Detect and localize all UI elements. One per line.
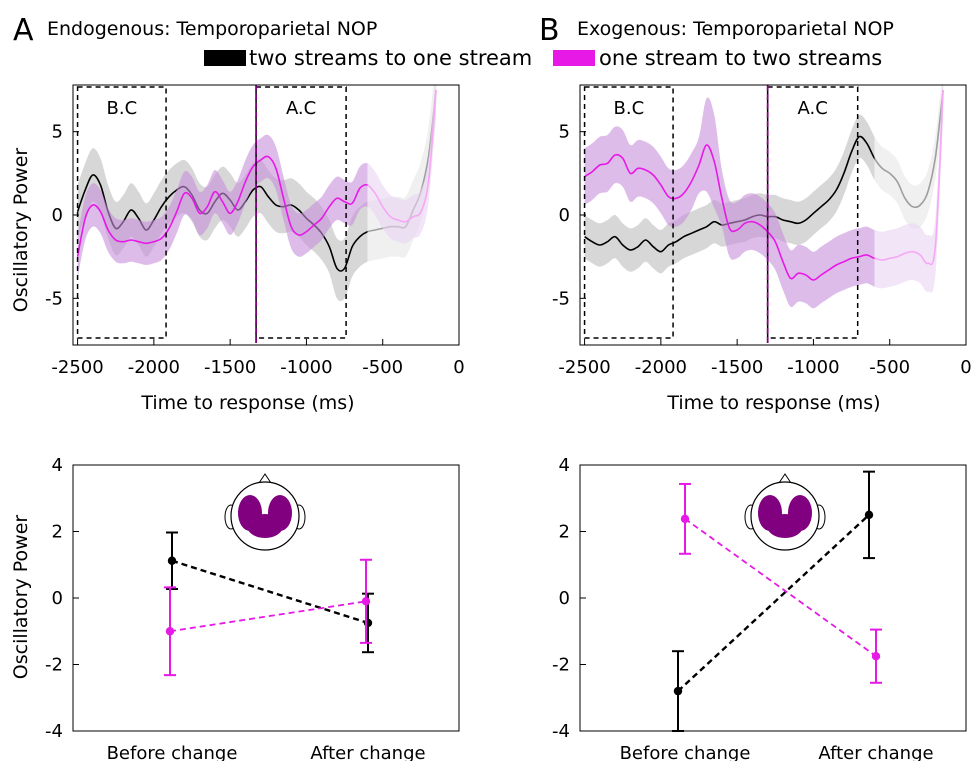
point-magenta <box>361 597 371 606</box>
category-label: After change <box>818 743 933 761</box>
condition-line-black <box>677 513 870 692</box>
y-tick-label: -5 <box>45 288 63 309</box>
faded-region <box>367 85 459 345</box>
point-magenta <box>871 651 881 661</box>
x-axis-label-top-a: Time to response (ms) <box>140 392 354 414</box>
condition-plot-a: -4 -2 0 2 4 Before change After change <box>45 455 460 761</box>
y-tick-label: 5 <box>559 122 570 143</box>
category-label: Before change <box>620 743 751 761</box>
y-tick-label: 2 <box>559 522 570 543</box>
x-tick-label: -1000 <box>787 357 839 378</box>
condition-line-black <box>171 559 369 625</box>
legend-label-magenta: one stream to two streams <box>599 46 882 70</box>
plot-area <box>584 85 966 345</box>
window-label-ac: A.C <box>798 98 828 119</box>
window-box-ac <box>255 86 347 339</box>
y-tick-label: 0 <box>52 205 63 226</box>
y-tick-label: 2 <box>52 522 63 543</box>
legend-swatch-black <box>204 50 246 66</box>
window-label-bc: B.C <box>107 98 138 119</box>
point-magenta <box>680 514 690 524</box>
point-black <box>673 686 683 696</box>
faded-region <box>874 85 966 345</box>
y-tick-label: 5 <box>52 122 63 143</box>
category-label: After change <box>310 743 425 761</box>
x-tick-label: -1500 <box>711 357 763 378</box>
legend-label-black: two streams to one stream <box>249 46 532 70</box>
timecourse-plot-a: B.C A.C -2500 -2000 -1500 -1000 -500 0 -5 0 5 <box>45 84 465 378</box>
x-tick-label: -500 <box>362 357 403 378</box>
scalp-topography-icon <box>744 473 826 551</box>
x-tick-label: -2500 <box>51 357 103 378</box>
x-tick-label: -500 <box>869 357 910 378</box>
x-tick-label: -1500 <box>204 357 256 378</box>
x-axis-label-top-b: Time to response (ms) <box>666 392 880 414</box>
x-tick-label: -1000 <box>280 357 332 378</box>
window-label-ac: A.C <box>286 98 316 119</box>
y-tick-label: 4 <box>52 455 63 476</box>
x-tick-label: -2500 <box>558 357 610 378</box>
window-box-bc <box>76 86 167 339</box>
window-box-bc <box>583 86 674 339</box>
x-tick-label: -2000 <box>128 357 180 378</box>
y-tick-label: 0 <box>559 205 570 226</box>
panel-title-a: Endogenous: Temporoparietal NOP <box>47 18 377 40</box>
y-tick-label: -4 <box>552 721 570 742</box>
condition-line-magenta <box>169 600 367 633</box>
window-box-ac <box>766 86 859 339</box>
point-magenta <box>165 627 175 636</box>
x-tick-label: 0 <box>960 357 971 378</box>
window-label-bc: B.C <box>614 98 645 119</box>
category-label: Before change <box>107 743 238 761</box>
point-black <box>864 510 874 520</box>
y-tick-label: -2 <box>45 655 63 676</box>
y-tick-label: -4 <box>45 721 63 742</box>
condition-plot-b: -4 -2 0 2 4 Before change After change <box>552 455 967 761</box>
y-tick-label: 4 <box>559 455 570 476</box>
y-tick-label: 0 <box>52 588 63 609</box>
point-black <box>167 556 177 565</box>
x-tick-label: -2000 <box>635 357 687 378</box>
panel-title-b: Exogenous: Temporoparietal NOP <box>577 18 894 40</box>
y-tick-label: -5 <box>552 288 570 309</box>
y-tick-label: 0 <box>559 588 570 609</box>
y-axis-label-top-a: Oscillatory Power <box>10 148 32 313</box>
panel-letter-b: B <box>539 13 560 48</box>
y-axis-label-bottom-a: Oscillatory Power <box>10 515 32 680</box>
timecourse-plot-b: B.C A.C -2500 -2000 -1500 -1000 -500 0 -5 0 5 <box>552 84 971 378</box>
panel-letter-a: A <box>13 13 34 48</box>
error-band-magenta <box>584 85 944 309</box>
y-tick-label: -2 <box>552 655 570 676</box>
x-tick-label: 0 <box>453 357 464 378</box>
legend-swatch-magenta <box>553 50 595 66</box>
scalp-topography-icon <box>224 473 306 551</box>
